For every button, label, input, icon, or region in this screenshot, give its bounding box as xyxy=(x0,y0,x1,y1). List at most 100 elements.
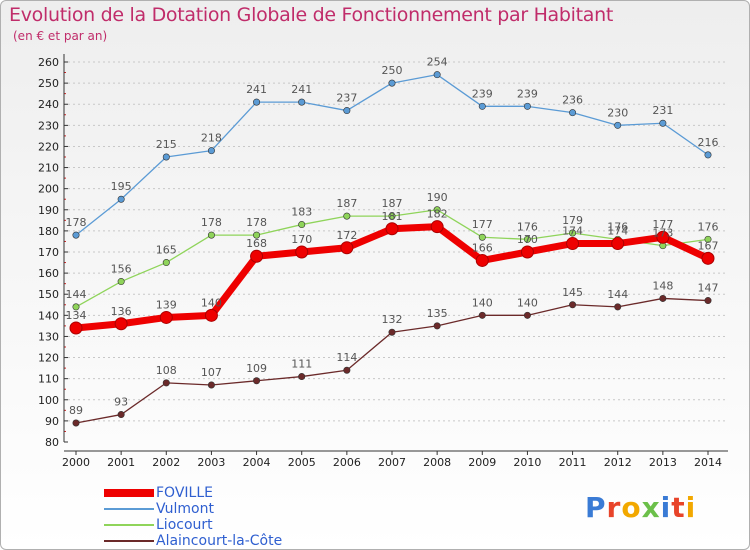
x-tick-label: 2012 xyxy=(604,456,632,469)
data-label: 178 xyxy=(246,216,267,229)
data-label: 144 xyxy=(607,288,628,301)
data-label: 134 xyxy=(66,309,87,322)
data-point xyxy=(520,245,534,259)
data-point xyxy=(659,119,667,127)
data-point xyxy=(72,419,80,427)
data-point xyxy=(72,231,80,239)
data-label: 148 xyxy=(652,279,673,292)
legend-label: Alaincourt-la-Côte xyxy=(156,533,283,549)
legend-swatch xyxy=(104,524,154,526)
data-point xyxy=(704,235,712,243)
data-label: 237 xyxy=(336,92,357,105)
data-point xyxy=(704,151,712,159)
data-point xyxy=(253,98,261,106)
data-label: 109 xyxy=(246,362,267,375)
data-label: 170 xyxy=(291,233,312,246)
data-label: 136 xyxy=(111,305,132,318)
data-point xyxy=(704,297,712,305)
x-tick-label: 2013 xyxy=(649,456,677,469)
data-point xyxy=(295,245,309,259)
data-label: 139 xyxy=(156,298,177,311)
data-label: 182 xyxy=(427,208,448,221)
data-label: 108 xyxy=(156,364,177,377)
legend-swatch xyxy=(104,489,154,497)
data-point xyxy=(207,381,215,389)
proxiti-logo: Proxiti xyxy=(585,491,696,524)
y-tick-label: 110 xyxy=(38,373,59,386)
data-point xyxy=(117,278,125,286)
y-tick-label: 190 xyxy=(38,204,59,217)
y-tick-label: 120 xyxy=(38,352,59,365)
data-label: 230 xyxy=(607,106,628,119)
data-label: 166 xyxy=(472,241,493,254)
data-label: 250 xyxy=(382,64,403,77)
data-point xyxy=(478,233,486,241)
y-tick-label: 80 xyxy=(45,436,59,449)
x-tick-label: 2000 xyxy=(62,456,90,469)
data-point xyxy=(388,328,396,336)
data-point xyxy=(298,98,306,106)
data-label: 174 xyxy=(607,225,628,238)
legend-label: FOVILLE xyxy=(156,485,213,501)
x-tick-label: 2007 xyxy=(378,456,406,469)
data-label: 187 xyxy=(382,197,403,210)
data-label: 216 xyxy=(698,136,719,149)
y-tick-label: 200 xyxy=(38,183,59,196)
legend-label: Vulmont xyxy=(156,501,214,517)
data-label: 177 xyxy=(652,218,673,231)
data-point xyxy=(162,153,170,161)
data-point xyxy=(611,237,625,251)
data-label: 239 xyxy=(517,87,538,100)
data-label: 147 xyxy=(698,282,719,295)
data-point xyxy=(614,121,622,129)
data-point xyxy=(523,235,531,243)
data-label: 168 xyxy=(246,237,267,250)
data-label: 140 xyxy=(517,296,538,309)
x-tick-label: 2001 xyxy=(107,456,135,469)
data-point xyxy=(659,294,667,302)
data-label: 176 xyxy=(698,220,719,233)
y-tick-label: 130 xyxy=(38,330,59,343)
data-label: 178 xyxy=(201,216,222,229)
data-point xyxy=(253,231,261,239)
data-point xyxy=(204,308,218,322)
x-tick-label: 2011 xyxy=(559,456,587,469)
data-point xyxy=(298,373,306,381)
y-tick-label: 100 xyxy=(38,394,59,407)
data-label: 179 xyxy=(562,214,583,227)
logo-letter: t xyxy=(671,491,686,524)
data-label: 132 xyxy=(382,313,403,326)
data-label: 165 xyxy=(156,244,177,257)
data-point xyxy=(72,303,80,311)
data-label: 236 xyxy=(562,94,583,107)
data-point xyxy=(523,311,531,319)
data-point xyxy=(114,317,128,331)
x-tick-label: 2003 xyxy=(197,456,225,469)
y-tick-label: 240 xyxy=(38,98,59,111)
x-tick-label: 2010 xyxy=(513,456,541,469)
data-label: 173 xyxy=(652,227,673,240)
data-point xyxy=(569,229,577,237)
data-point xyxy=(159,310,173,324)
data-point xyxy=(656,230,670,244)
data-label: 145 xyxy=(562,286,583,299)
data-label: 241 xyxy=(246,83,267,96)
data-label: 140 xyxy=(201,296,222,309)
legend-swatch xyxy=(104,540,154,542)
data-label: 239 xyxy=(472,87,493,100)
data-point xyxy=(388,212,396,220)
data-label: 181 xyxy=(382,210,403,223)
data-label: 176 xyxy=(607,220,628,233)
data-label: 135 xyxy=(427,307,448,320)
y-tick-label: 140 xyxy=(38,309,59,322)
logo-letter: o xyxy=(621,491,642,524)
y-tick-label: 220 xyxy=(38,140,59,153)
data-point xyxy=(117,411,125,419)
data-point xyxy=(433,71,441,79)
data-point xyxy=(69,321,83,335)
data-point xyxy=(475,253,489,267)
logo-letter: r xyxy=(606,491,622,524)
y-tick-label: 90 xyxy=(45,415,59,428)
data-label: 111 xyxy=(291,358,312,371)
